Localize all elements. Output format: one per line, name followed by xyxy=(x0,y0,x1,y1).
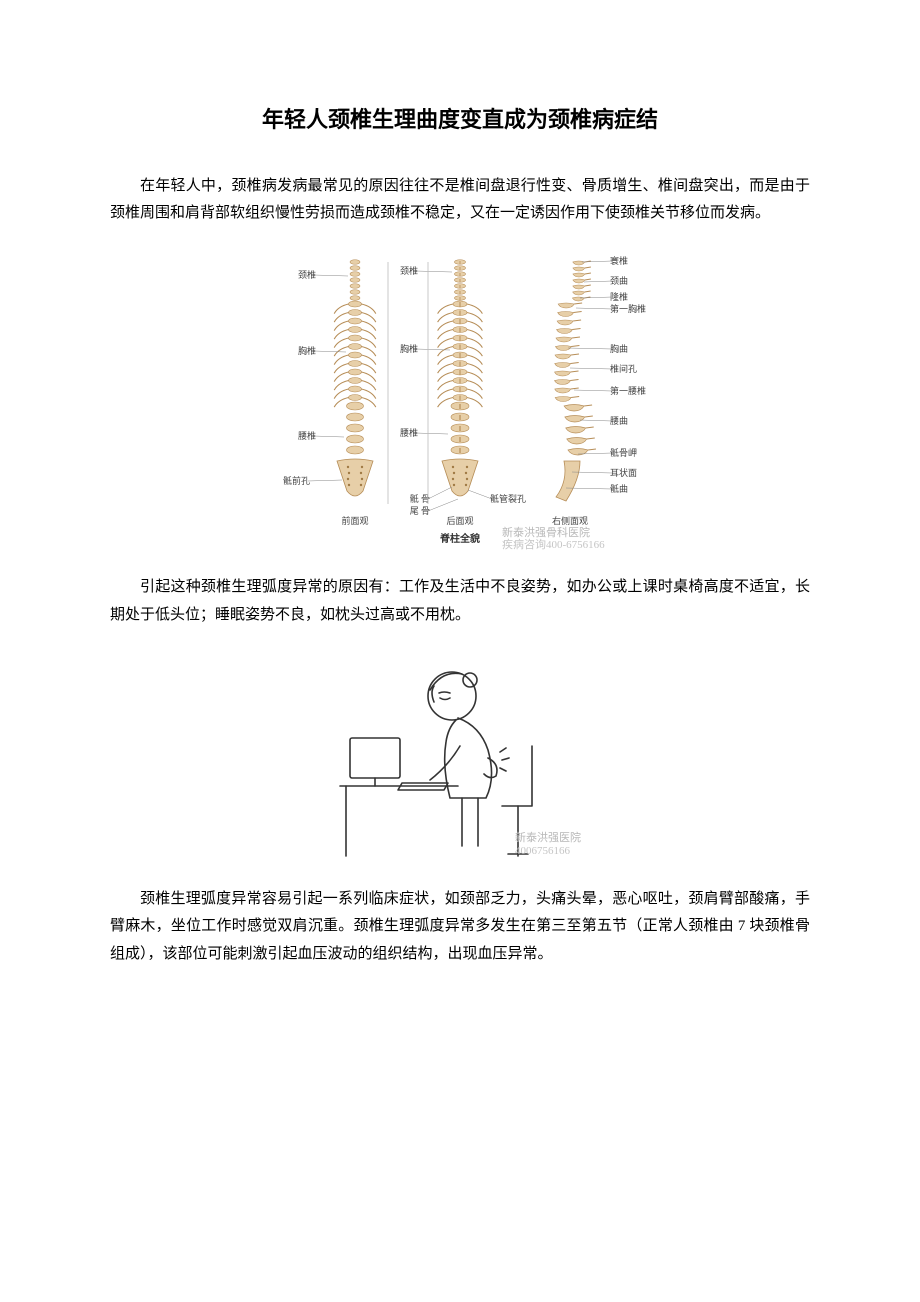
paragraph-1: 在年轻人中，颈椎病发病最常见的原因往往不是椎间盘退行性变、骨质增生、椎间盘突出，… xyxy=(110,173,810,229)
svg-text:颈椎: 颈椎 xyxy=(298,269,316,280)
svg-text:右侧面观: 右侧面观 xyxy=(552,515,588,526)
svg-text:骶前孔: 骶前孔 xyxy=(283,475,310,486)
svg-text:隆椎: 隆椎 xyxy=(610,291,628,302)
svg-text:骶骨岬: 骶骨岬 xyxy=(610,448,637,458)
document-page: 年轻人颈椎生理曲度变直成为颈椎病症结 在年轻人中，颈椎病发病最常见的原因往往不是… xyxy=(0,0,920,1302)
posture-cartoon-svg: 新泰洪强医院 4006756166 xyxy=(330,646,590,866)
spine-anatomy-svg: 颈椎胸椎腰椎骶前孔 颈椎胸椎腰椎骶 骨尾 骨 骶管裂孔 寰椎颈曲隆椎第一胸椎胸曲椎间孔… xyxy=(270,244,650,554)
svg-text:4006756166: 4006756166 xyxy=(515,845,571,857)
figure-posture-cartoon: 新泰洪强医院 4006756166 xyxy=(110,646,810,866)
svg-text:骶管裂孔: 骶管裂孔 xyxy=(490,493,526,504)
figure-spine-anatomy: 颈椎胸椎腰椎骶前孔 颈椎胸椎腰椎骶 骨尾 骨 骶管裂孔 寰椎颈曲隆椎第一胸椎胸曲椎间孔… xyxy=(110,244,810,554)
svg-text:腰椎: 腰椎 xyxy=(298,430,316,441)
svg-text:疾病咨询400-6756166: 疾病咨询400-6756166 xyxy=(502,537,605,551)
svg-text:前面观: 前面观 xyxy=(341,515,368,526)
svg-text:颈椎: 颈椎 xyxy=(400,265,418,276)
svg-text:胸椎: 胸椎 xyxy=(400,343,418,354)
svg-text:新泰洪强医院: 新泰洪强医院 xyxy=(515,830,581,844)
svg-text:骶曲: 骶曲 xyxy=(610,484,628,494)
svg-text:尾 骨: 尾 骨 xyxy=(410,506,430,516)
paragraph-2: 引起这种颈椎生理弧度异常的原因有：工作及生活中不良姿势，如办公或上课时桌椅高度不… xyxy=(110,574,810,630)
svg-text:腰曲: 腰曲 xyxy=(610,416,628,426)
svg-text:后面观: 后面观 xyxy=(446,516,473,526)
svg-text:耳状面: 耳状面 xyxy=(610,467,637,478)
svg-text:胸曲: 胸曲 xyxy=(610,343,628,354)
svg-text:胸椎: 胸椎 xyxy=(298,345,316,356)
svg-text:颈曲: 颈曲 xyxy=(610,276,628,286)
svg-text:椎间孔: 椎间孔 xyxy=(610,363,637,374)
svg-text:腰椎: 腰椎 xyxy=(400,427,418,438)
svg-text:脊柱全貌: 脊柱全貌 xyxy=(439,532,480,545)
svg-text:新泰洪强骨科医院: 新泰洪强骨科医院 xyxy=(502,525,590,539)
svg-text:寰椎: 寰椎 xyxy=(610,255,628,266)
svg-text:第一胸椎: 第一胸椎 xyxy=(610,303,646,314)
svg-text:骶 骨: 骶 骨 xyxy=(410,494,430,504)
page-title: 年轻人颈椎生理曲度变直成为颈椎病症结 xyxy=(110,100,810,141)
paragraph-3: 颈椎生理弧度异常容易引起一系列临床症状，如颈部乏力，头痛头晕，恶心呕吐，颈肩臂部… xyxy=(110,886,810,969)
svg-text:第一腰椎: 第一腰椎 xyxy=(610,385,646,396)
